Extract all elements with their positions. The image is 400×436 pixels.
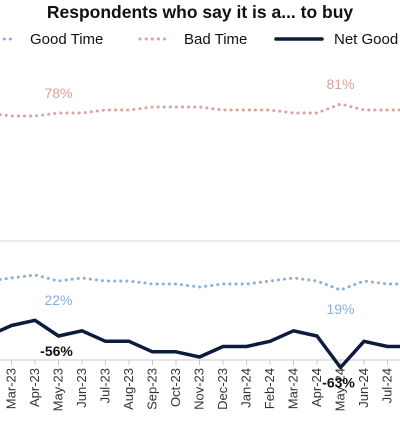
x-tick-label: Jul-23 bbox=[98, 368, 113, 403]
x-tick-label: Sep-23 bbox=[145, 368, 160, 410]
data-label: -56% bbox=[40, 343, 73, 359]
x-tick-label: Jan-24 bbox=[239, 368, 254, 408]
x-tick-label: Mar-23 bbox=[4, 368, 19, 409]
x-tick-label: May-23 bbox=[51, 368, 66, 411]
legend-label-net-good: Net Good bbox=[334, 31, 398, 48]
x-tick-label: Nov-23 bbox=[192, 368, 207, 410]
x-tick-label: May-24 bbox=[333, 368, 348, 411]
x-tick-label: Jun-24 bbox=[356, 368, 371, 408]
x-tick-label: Oct-23 bbox=[168, 368, 183, 407]
data-label: 19% bbox=[326, 301, 354, 317]
series-line-good-time bbox=[0, 273, 400, 292]
series-line-bad-time bbox=[0, 102, 400, 118]
x-tick-label: Feb-24 bbox=[262, 368, 277, 409]
x-tick-label: Aug-23 bbox=[121, 368, 136, 410]
data-label: -63% bbox=[322, 375, 355, 391]
data-label: 78% bbox=[44, 85, 72, 101]
data-label: 22% bbox=[44, 292, 72, 308]
x-tick-label: Jun-23 bbox=[74, 368, 89, 408]
series-line-net-good bbox=[0, 318, 400, 370]
x-tick-label: Apr-24 bbox=[309, 368, 324, 407]
x-tick-label: Apr-23 bbox=[27, 368, 42, 407]
data-label: 81% bbox=[326, 76, 354, 92]
legend-label-good-time: Good Time bbox=[30, 31, 103, 48]
x-tick-label: Jul-24 bbox=[380, 368, 395, 403]
legend-label-bad-time: Bad Time bbox=[184, 31, 247, 48]
x-tick-label: Dec-23 bbox=[215, 368, 230, 410]
chart-title: Respondents who say it is a... to buy bbox=[46, 2, 354, 22]
x-tick-label: Mar-24 bbox=[286, 368, 301, 409]
